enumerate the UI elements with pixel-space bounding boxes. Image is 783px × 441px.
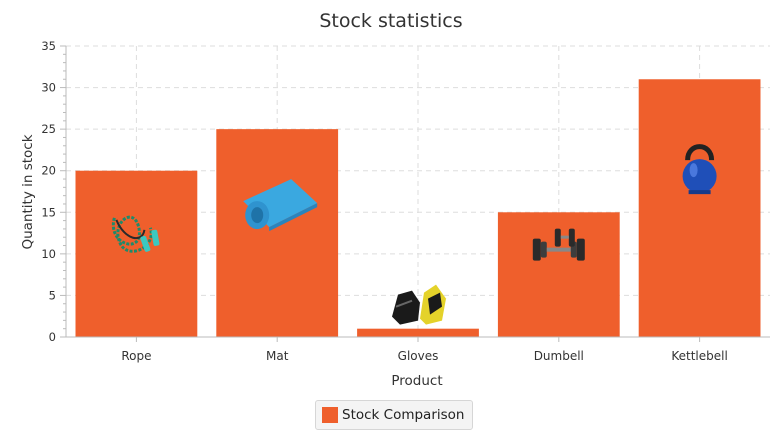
y-tick-label: 25 bbox=[41, 122, 56, 136]
glove-right-strap bbox=[428, 292, 442, 315]
legend-swatch bbox=[322, 407, 338, 423]
legend-label: Stock Comparison bbox=[342, 407, 465, 423]
dumbbell-plate-back bbox=[554, 228, 561, 247]
x-axis-label: Product bbox=[391, 373, 442, 389]
y-tick-label: 35 bbox=[41, 39, 56, 53]
bar-kettlebell bbox=[638, 79, 761, 337]
dumbbell-plate-back bbox=[568, 228, 575, 247]
rope-cord bbox=[111, 215, 153, 253]
rope-cord-dark bbox=[115, 219, 146, 240]
bar-gloves bbox=[357, 328, 479, 337]
gloves-icon bbox=[392, 284, 446, 325]
x-tick-label: Mat bbox=[266, 349, 289, 363]
x-tick-label: Gloves bbox=[398, 349, 439, 363]
x-tick-label: Rope bbox=[121, 349, 151, 363]
dumbbell-plate bbox=[540, 241, 547, 258]
rope-handle bbox=[140, 235, 151, 252]
kettlebell-body bbox=[682, 159, 717, 194]
mat-roll-core bbox=[251, 207, 264, 224]
glove-left bbox=[392, 290, 420, 325]
legend: Stock Comparison bbox=[315, 400, 474, 430]
yoga-mat-icon bbox=[243, 179, 318, 232]
kettlebell-handle bbox=[685, 144, 715, 161]
y-tick-label: 15 bbox=[41, 205, 56, 219]
dumbbell-plate bbox=[532, 238, 541, 261]
kettlebell-shine bbox=[689, 163, 698, 178]
y-tick-label: 0 bbox=[49, 330, 56, 344]
jump-rope-icon bbox=[111, 215, 160, 253]
dumbbell-plate bbox=[576, 238, 585, 261]
dumbbell-icon bbox=[532, 228, 585, 261]
x-tick-label: Kettlebell bbox=[671, 349, 727, 363]
y-tick-label: 5 bbox=[49, 288, 56, 302]
axes: 0 5 10 15 20 25 30 35 Rope Mat Gloves Dumbell Kettle… bbox=[41, 39, 770, 363]
y-tick-label: 10 bbox=[41, 247, 56, 261]
y-axis-label: Quantity in stock bbox=[20, 134, 36, 249]
bar-rope bbox=[75, 170, 198, 337]
rope-handle bbox=[151, 229, 160, 246]
chart-title: Stock statistics bbox=[319, 10, 462, 32]
bar-icons bbox=[111, 144, 717, 325]
y-tick-label: 30 bbox=[41, 81, 56, 95]
x-tick-label: Dumbell bbox=[534, 349, 584, 363]
bars bbox=[75, 79, 761, 337]
mat-edge bbox=[269, 203, 318, 232]
bar-mat bbox=[216, 129, 339, 337]
glove-left-strap bbox=[395, 299, 413, 308]
kettlebell-base bbox=[688, 190, 711, 195]
dumbbell-bar bbox=[546, 247, 571, 252]
dumbbell-bar-back bbox=[560, 235, 569, 239]
y-tick-label: 20 bbox=[41, 164, 56, 178]
kettlebell-icon bbox=[682, 144, 717, 195]
